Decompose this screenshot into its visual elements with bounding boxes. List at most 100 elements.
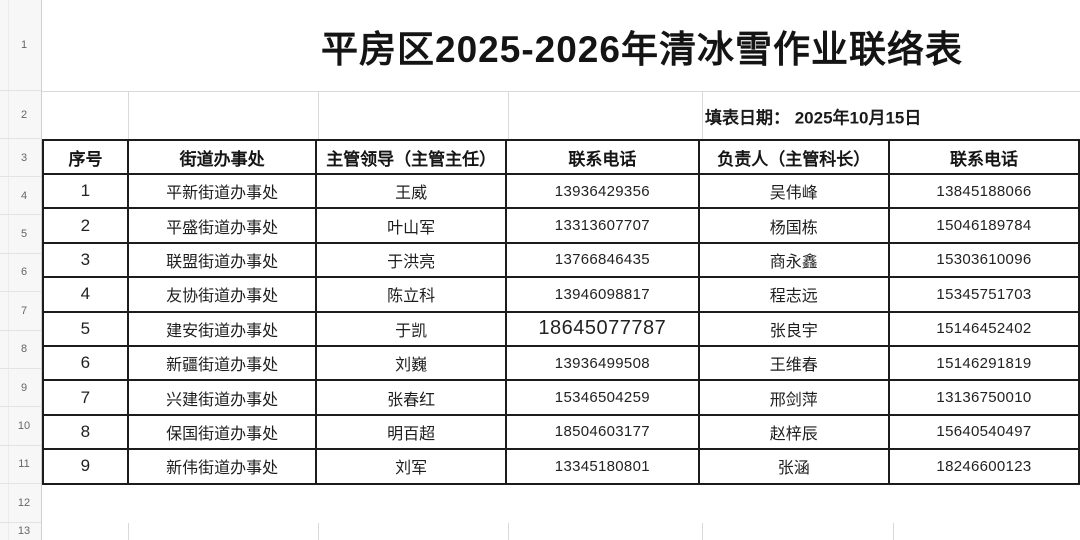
manager-phone-cell[interactable]: 15146452402 xyxy=(887,310,1080,347)
leader-cell[interactable]: 张春红 xyxy=(315,379,507,416)
serial-cell[interactable]: 3 xyxy=(42,241,129,279)
column-header-street[interactable]: 街道办事处 xyxy=(126,139,318,175)
row-number-cell[interactable]: 4 xyxy=(0,177,41,216)
serial-cell[interactable]: 2 xyxy=(42,207,129,244)
serial-cell[interactable]: 9 xyxy=(42,448,129,485)
manager-cell[interactable]: 商永鑫 xyxy=(697,241,890,279)
row-number-cell[interactable]: 10 xyxy=(0,407,41,446)
leader-phone-cell[interactable]: 15346504259 xyxy=(505,379,700,416)
gridline-vertical xyxy=(318,523,319,540)
manager-cell[interactable]: 赵梓辰 xyxy=(697,413,890,451)
date-row: 填表日期： 2025年10月15日 xyxy=(42,91,1080,139)
manager-phone-cell[interactable]: 13136750010 xyxy=(887,379,1080,416)
street-cell[interactable]: 联盟街道办事处 xyxy=(126,241,318,279)
street-cell[interactable]: 新疆街道办事处 xyxy=(126,344,318,382)
row-number-cell[interactable]: 3 xyxy=(0,139,41,177)
column-header-manager-phone[interactable]: 联系电话 xyxy=(887,139,1080,175)
manager-cell[interactable]: 吴伟峰 xyxy=(697,172,890,210)
empty-row-13[interactable] xyxy=(42,523,1080,540)
manager-cell[interactable]: 杨国栋 xyxy=(697,207,890,244)
leader-phone-cell[interactable]: 13936499508 xyxy=(505,344,700,382)
row-number-cell[interactable]: 2 xyxy=(0,91,41,139)
leader-cell[interactable]: 刘巍 xyxy=(315,344,507,382)
leader-phone-cell[interactable]: 13936429356 xyxy=(505,172,700,210)
row-number-cell[interactable]: 11 xyxy=(0,446,41,485)
gridline-vertical xyxy=(702,92,703,139)
row-number-cell[interactable]: 7 xyxy=(0,292,41,331)
serial-cell[interactable]: 7 xyxy=(42,379,129,416)
row-number-cell[interactable]: 8 xyxy=(0,331,41,369)
gridline-vertical xyxy=(128,523,129,540)
row-number-gutter: 1 2 3 4 5 6 7 8 9 10 11 12 13 xyxy=(0,0,42,540)
gridline-vertical xyxy=(508,523,509,540)
manager-phone-cell[interactable]: 13845188066 xyxy=(887,172,1080,210)
table-row: 4 友协街道办事处 陈立科 13946098817 程志远 1534575170… xyxy=(42,276,1080,313)
street-cell[interactable]: 平盛街道办事处 xyxy=(126,207,318,244)
leader-cell[interactable]: 于凯 xyxy=(315,310,507,347)
manager-phone-cell[interactable]: 15345751703 xyxy=(887,276,1080,313)
street-cell[interactable]: 建安街道办事处 xyxy=(126,310,318,347)
leader-phone-cell[interactable]: 13946098817 xyxy=(505,276,700,313)
serial-cell[interactable]: 5 xyxy=(42,310,129,347)
date-cell[interactable]: 填表日期： 2025年10月15日 xyxy=(705,108,922,127)
manager-phone-cell[interactable]: 15640540497 xyxy=(887,413,1080,451)
table-row: 6 新疆街道办事处 刘巍 13936499508 王维春 15146291819 xyxy=(42,344,1080,382)
street-cell[interactable]: 友协街道办事处 xyxy=(126,276,318,313)
gridline-vertical xyxy=(893,523,894,540)
leader-cell[interactable]: 刘军 xyxy=(315,448,507,485)
manager-cell[interactable]: 张良宇 xyxy=(697,310,890,347)
gridline-vertical xyxy=(128,92,129,139)
leader-cell[interactable]: 王威 xyxy=(315,172,507,210)
manager-cell[interactable]: 张涵 xyxy=(697,448,890,485)
row-number-cell[interactable]: 6 xyxy=(0,254,41,293)
table-row: 8 保国街道办事处 明百超 18504603177 赵梓辰 1564054049… xyxy=(42,413,1080,451)
street-cell[interactable]: 平新街道办事处 xyxy=(126,172,318,210)
leader-cell[interactable]: 陈立科 xyxy=(315,276,507,313)
gridline-vertical xyxy=(318,92,319,139)
row-number-cell[interactable]: 13 xyxy=(17,525,31,538)
row-number-cell[interactable]: 5 xyxy=(0,215,41,254)
table-row: 1 平新街道办事处 王威 13936429356 吴伟峰 13845188066 xyxy=(42,172,1080,210)
manager-cell[interactable]: 王维春 xyxy=(697,344,890,382)
contact-table: 序号 街道办事处 主管领导（主管主任） 联系电话 负责人（主管科长） 联系电话 … xyxy=(42,139,1080,485)
table-row: 3 联盟街道办事处 于洪亮 13766846435 商永鑫 1530361009… xyxy=(42,241,1080,279)
manager-cell[interactable]: 程志远 xyxy=(697,276,890,313)
table-row: 2 平盛街道办事处 叶山军 13313607707 杨国栋 1504618978… xyxy=(42,207,1080,244)
manager-cell[interactable]: 邢剑萍 xyxy=(697,379,890,416)
serial-cell[interactable]: 4 xyxy=(42,276,129,313)
table-row: 7 兴建街道办事处 张春红 15346504259 邢剑萍 1313675001… xyxy=(42,379,1080,416)
sheet-title: 平房区2025-2026年清冰雪作业联络表 xyxy=(321,28,963,70)
street-cell[interactable]: 新伟街道办事处 xyxy=(126,448,318,485)
column-header-leader-phone[interactable]: 联系电话 xyxy=(505,139,700,175)
serial-cell[interactable]: 6 xyxy=(42,344,129,382)
manager-phone-cell[interactable]: 15303610096 xyxy=(887,241,1080,279)
serial-cell[interactable]: 8 xyxy=(42,413,129,451)
leader-cell[interactable]: 于洪亮 xyxy=(315,241,507,279)
column-header-serial[interactable]: 序号 xyxy=(42,139,129,175)
leader-phone-cell[interactable]: 18504603177 xyxy=(505,413,700,451)
manager-phone-cell[interactable]: 15046189784 xyxy=(887,207,1080,244)
table-row: 5 建安街道办事处 于凯 18645077787 张良宇 15146452402 xyxy=(42,310,1080,347)
row-number-cell[interactable]: 1 xyxy=(0,0,41,91)
leader-phone-cell[interactable]: 13766846435 xyxy=(505,241,700,279)
leader-cell[interactable]: 叶山军 xyxy=(315,207,507,244)
leader-phone-cell[interactable]: 18645077787 xyxy=(505,310,700,347)
gridline-vertical xyxy=(508,92,509,139)
table-row: 9 新伟街道办事处 刘军 13345180801 张涵 18246600123 xyxy=(42,448,1080,485)
row-number-cell[interactable]: 9 xyxy=(0,369,41,408)
serial-cell[interactable]: 1 xyxy=(42,172,129,210)
leader-phone-cell[interactable]: 13345180801 xyxy=(505,448,700,485)
leader-phone-cell[interactable]: 13313607707 xyxy=(505,207,700,244)
column-header-leader[interactable]: 主管领导（主管主任） xyxy=(315,139,507,175)
header-row: 序号 街道办事处 主管领导（主管主任） 联系电话 负责人（主管科长） 联系电话 xyxy=(42,139,1080,175)
manager-phone-cell[interactable]: 15146291819 xyxy=(887,344,1080,382)
row-number-cell[interactable]: 12 xyxy=(0,484,41,523)
title-cell[interactable]: 平房区2025-2026年清冰雪作业联络表 xyxy=(42,0,1080,91)
manager-phone-cell[interactable]: 18246600123 xyxy=(887,448,1080,485)
street-cell[interactable]: 兴建街道办事处 xyxy=(126,379,318,416)
gridline-vertical xyxy=(702,523,703,540)
street-cell[interactable]: 保国街道办事处 xyxy=(126,413,318,451)
leader-cell[interactable]: 明百超 xyxy=(315,413,507,451)
column-header-manager[interactable]: 负责人（主管科长） xyxy=(697,139,890,175)
